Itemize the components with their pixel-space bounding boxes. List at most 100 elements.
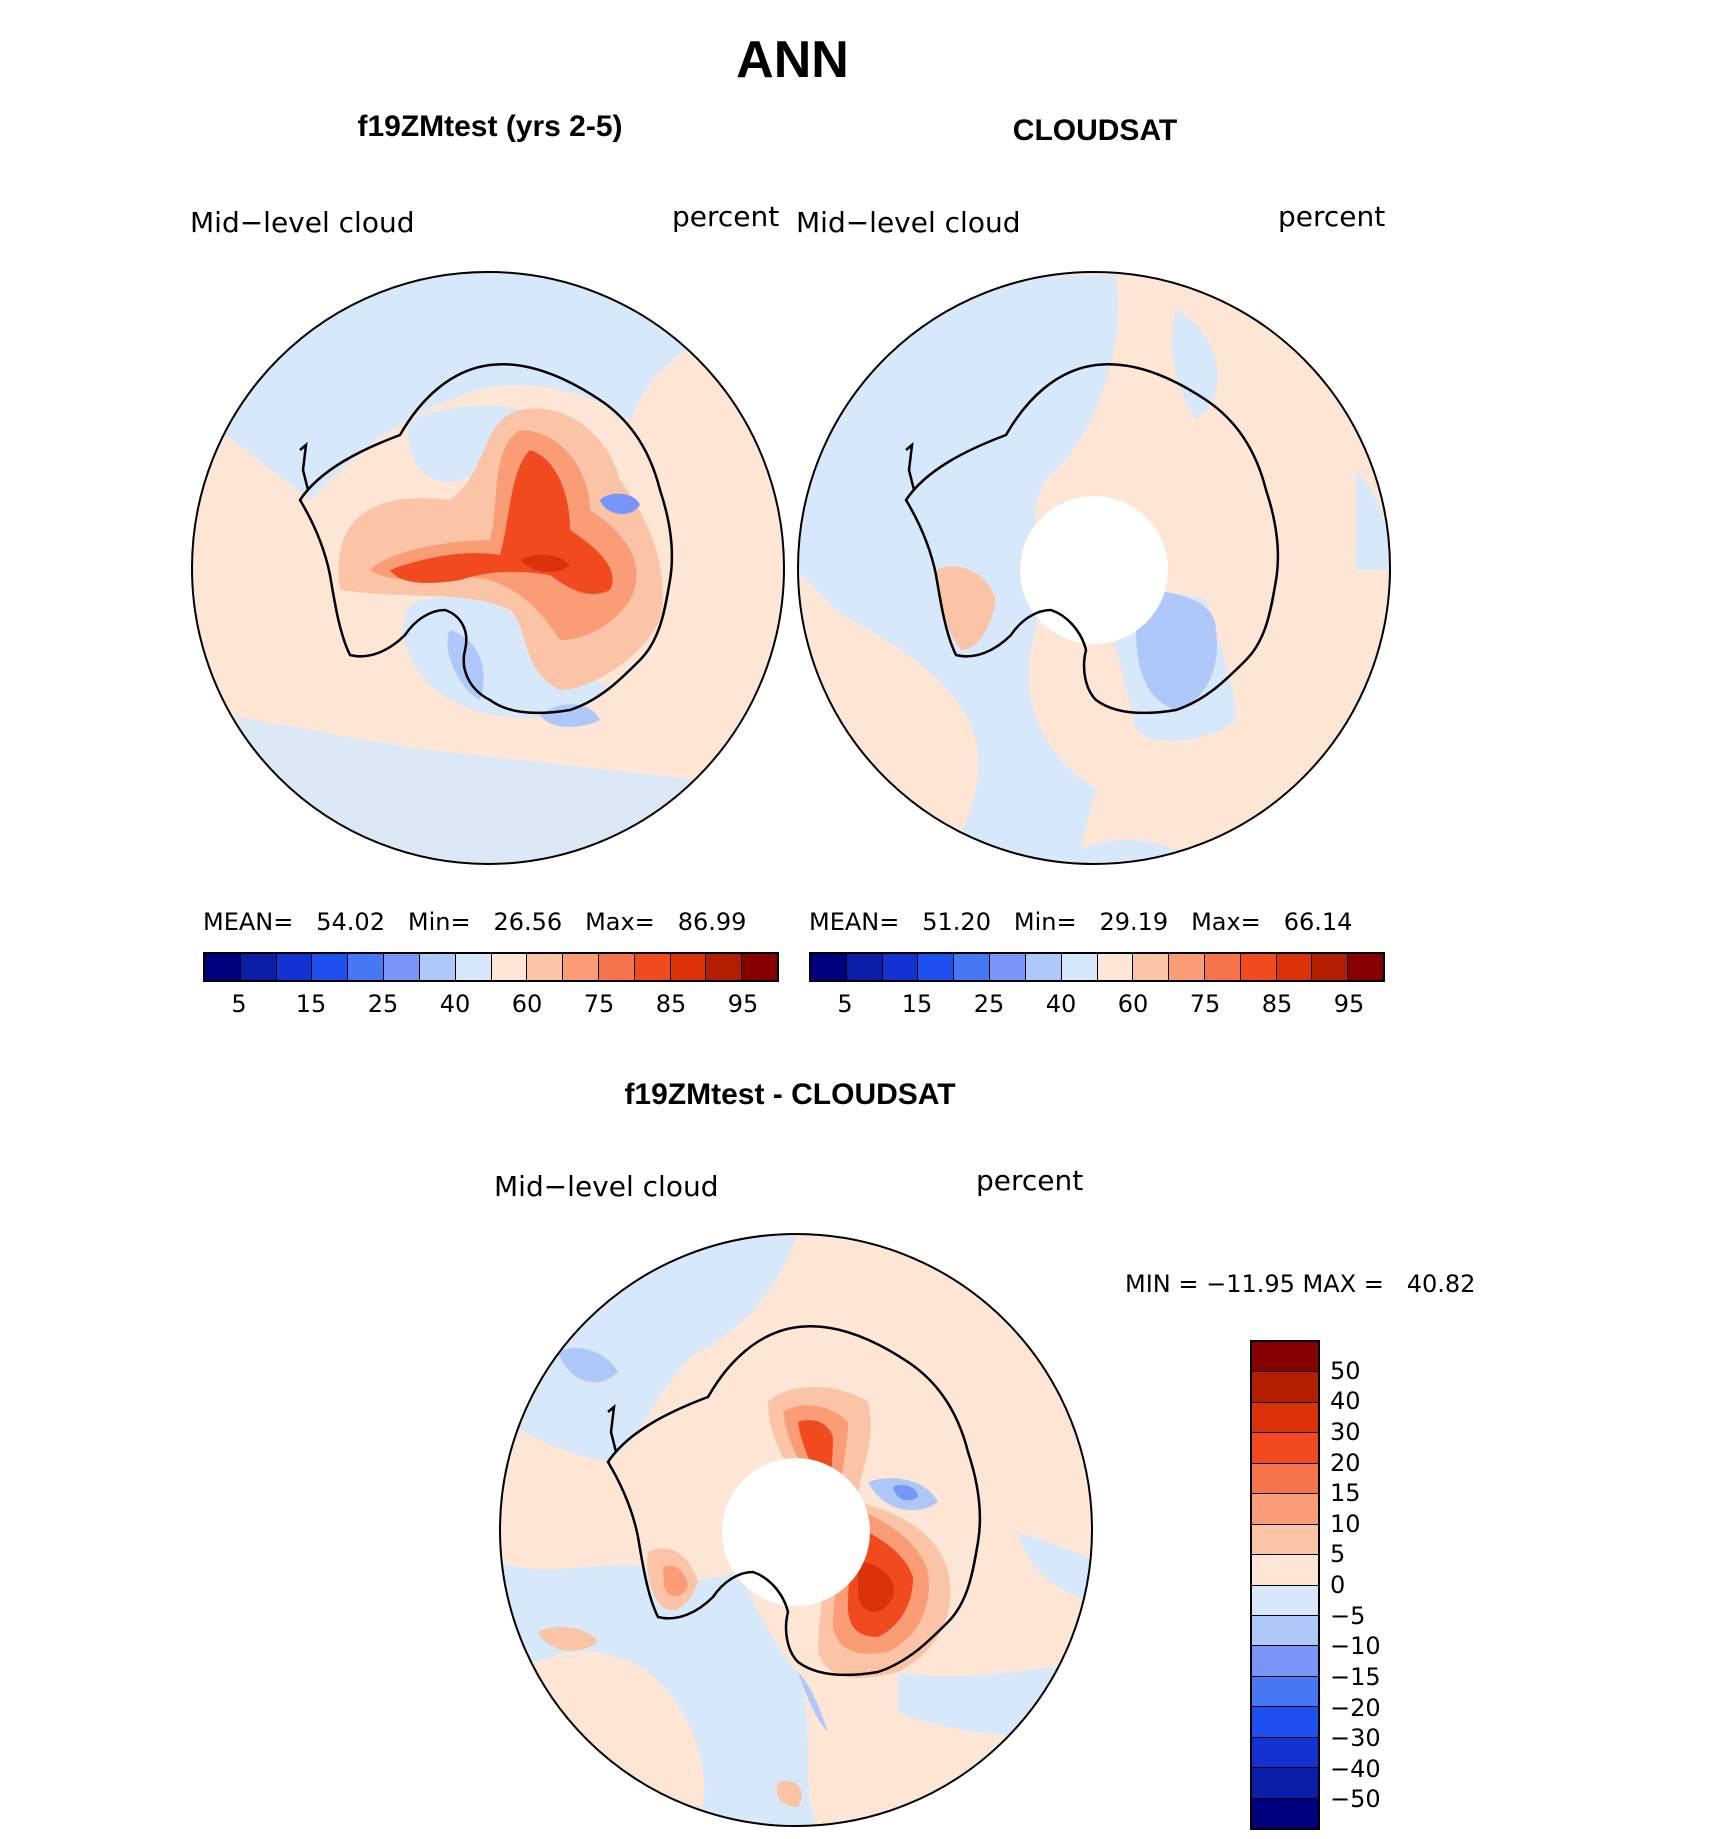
colorbar-tick-label: 85 (1261, 990, 1293, 1018)
colorbar-tick-label: −5 (1330, 1601, 1366, 1630)
colorbar-swatch (205, 954, 241, 980)
diff-polar-map (499, 1233, 1093, 1827)
colorbar-tick-label: 25 (367, 990, 399, 1018)
model-mean-value: 54.02 (316, 908, 385, 936)
colorbar-swatch (455, 954, 492, 980)
model-min-value: 26.56 (493, 908, 563, 936)
colorbar-tick-label: 15 (295, 990, 327, 1018)
colorbar-tick-label: 60 (511, 990, 543, 1018)
colorbar-swatch (240, 954, 277, 980)
obs-min-value: 29.19 (1099, 908, 1169, 936)
obs-max-label: Max= (1191, 908, 1261, 936)
colorbar-swatch (1312, 954, 1349, 980)
colorbar-swatch (1252, 1494, 1318, 1525)
colorbar-tick-label: 25 (973, 990, 1005, 1018)
colorbar-tick-label: 95 (1333, 990, 1365, 1018)
model-colorbar-ticks: 5 15 25 40 60 75 85 95 (203, 990, 779, 1020)
colorbar-swatch (1252, 1737, 1318, 1769)
colorbar-swatch (670, 954, 707, 980)
colorbar-swatch (954, 954, 991, 980)
colorbar-tick-label: 5 (837, 990, 853, 1018)
colorbar-swatch (742, 954, 777, 980)
colorbar-tick-label: −50 (1330, 1785, 1381, 1814)
colorbar-tick-label: −30 (1330, 1724, 1381, 1753)
obs-units-label: percent (1278, 200, 1386, 233)
colorbar-tick-label: 85 (655, 990, 687, 1018)
obs-polar-map (797, 271, 1391, 865)
colorbar-swatch (706, 954, 743, 980)
colorbar-swatch (1252, 1433, 1318, 1464)
colorbar-swatch (598, 954, 635, 980)
colorbar-swatch (312, 954, 349, 980)
colorbar-tick-label: 15 (901, 990, 933, 1018)
colorbar-tick-label: 30 (1330, 1417, 1361, 1446)
obs-colorbar-ticks: 5 15 25 40 60 75 85 95 (809, 990, 1385, 1020)
colorbar-tick-label: −40 (1330, 1754, 1381, 1783)
model-stats: MEAN= 54.02 Min= 26.56 Max= 86.99 (203, 908, 746, 936)
colorbar-swatch (1025, 954, 1062, 980)
colorbar-tick-label: 50 (1330, 1356, 1361, 1385)
diff-colorbar (1250, 1340, 1320, 1830)
diff-panel-title: f19ZMtest - CLOUDSAT (624, 1078, 956, 1111)
colorbar-swatch (1097, 954, 1134, 980)
colorbar-swatch (1252, 1372, 1318, 1403)
obs-colorbar (809, 952, 1385, 982)
model-mean-label: MEAN= (203, 908, 294, 936)
colorbar-swatch (1252, 1555, 1318, 1586)
colorbar-tick-label: −15 (1330, 1662, 1381, 1691)
colorbar-swatch (811, 954, 847, 980)
colorbar-tick-label: 10 (1330, 1509, 1361, 1538)
model-panel-title: f19ZMtest (yrs 2-5) (357, 110, 623, 143)
diff-min-max: MIN = −11.95 MAX = 40.82 (1125, 1270, 1476, 1298)
colorbar-tick-label: 60 (1117, 990, 1149, 1018)
colorbar-swatch (882, 954, 919, 980)
model-max-label: Max= (585, 908, 655, 936)
colorbar-swatch (918, 954, 955, 980)
obs-panel-title: CLOUDSAT (1012, 114, 1178, 147)
colorbar-tick-label: 40 (439, 990, 471, 1018)
colorbar-swatch (348, 954, 385, 980)
colorbar-swatch (1252, 1463, 1318, 1495)
obs-stats: MEAN= 51.20 Min= 29.19 Max= 66.14 (809, 908, 1352, 936)
colorbar-swatch (1240, 954, 1277, 980)
colorbar-swatch (1252, 1585, 1318, 1616)
colorbar-swatch (1252, 1768, 1318, 1799)
obs-mean-label: MEAN= (809, 908, 900, 936)
colorbar-swatch (1252, 1707, 1318, 1738)
colorbar-tick-label: −20 (1330, 1693, 1381, 1722)
figure-title: ANN (736, 31, 849, 89)
model-colorbar (203, 952, 779, 982)
colorbar-swatch (634, 954, 671, 980)
colorbar-swatch (1133, 954, 1170, 980)
diff-variable-label: Mid−level cloud (494, 1170, 719, 1203)
colorbar-swatch (527, 954, 564, 980)
diff-units-label: percent (976, 1164, 1084, 1197)
colorbar-tick-label: 15 (1330, 1479, 1361, 1508)
colorbar-swatch (1252, 1676, 1318, 1708)
obs-min-label: Min= (1013, 908, 1077, 936)
colorbar-tick-label: 40 (1330, 1387, 1361, 1416)
colorbar-swatch (846, 954, 883, 980)
colorbar-swatch (1252, 1798, 1318, 1828)
colorbar-swatch (563, 954, 599, 980)
diff-colorbar-ticks: 50 40 30 20 15 10 5 0 −5 −10 −15 −20 −30 −40 −50 (1330, 1340, 1430, 1830)
obs-variable-label: Mid−level cloud (796, 206, 1021, 239)
colorbar-tick-label: 95 (727, 990, 759, 1018)
colorbar-swatch (1348, 954, 1383, 980)
colorbar-swatch (1276, 954, 1313, 980)
colorbar-swatch (491, 954, 528, 980)
model-variable-label: Mid−level cloud (190, 206, 415, 239)
colorbar-swatch (1061, 954, 1098, 980)
model-min-label: Min= (407, 908, 471, 936)
colorbar-tick-label: −10 (1330, 1632, 1381, 1661)
model-max-value: 86.99 (677, 908, 747, 936)
colorbar-swatch (419, 954, 456, 980)
colorbar-tick-label: 5 (1330, 1540, 1346, 1569)
colorbar-swatch (1169, 954, 1205, 980)
colorbar-tick-label: 0 (1330, 1571, 1346, 1599)
model-units-label: percent (672, 200, 780, 233)
colorbar-swatch (1252, 1615, 1318, 1647)
colorbar-swatch (1252, 1524, 1318, 1556)
colorbar-swatch (1252, 1402, 1318, 1434)
colorbar-swatch (1252, 1342, 1318, 1373)
